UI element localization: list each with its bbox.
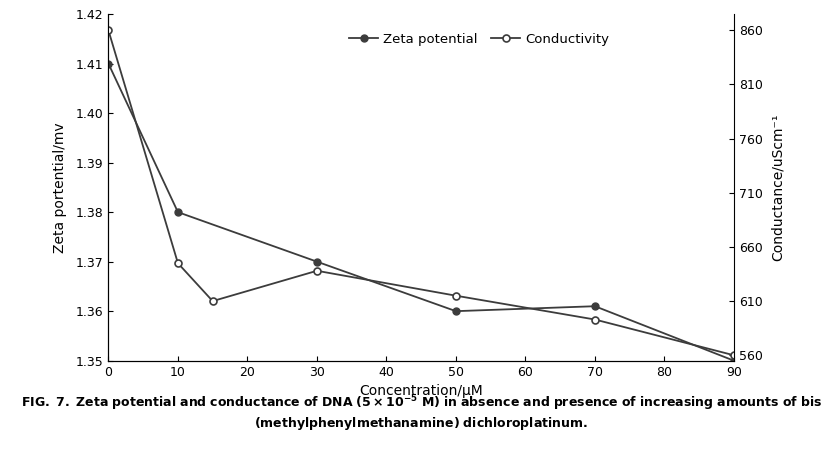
Zeta potential (103, 61, 113, 67)
Conductivity (451, 293, 461, 298)
Conductivity (208, 298, 218, 304)
Zeta potential (173, 209, 183, 215)
Text: $\mathbf{FIG.\ 7.\ Zeta\ potential\ and\ conductance\ of\ DNA\ (5 \times 10^{-5}: $\mathbf{FIG.\ 7.\ Zeta\ potential\ and\… (21, 393, 821, 432)
Conductivity (312, 268, 322, 273)
Zeta potential (451, 308, 461, 314)
Conductivity (103, 28, 113, 33)
X-axis label: Concentration/μM: Concentration/μM (359, 384, 483, 398)
Conductivity (729, 353, 739, 358)
Line: Conductivity: Conductivity (105, 27, 737, 359)
Y-axis label: Zeta portential/mv: Zeta portential/mv (53, 122, 68, 253)
Conductivity (173, 260, 183, 266)
Legend: Zeta potential, Conductivity: Zeta potential, Conductivity (344, 28, 615, 51)
Conductivity (590, 317, 600, 322)
Line: Zeta potential: Zeta potential (105, 60, 737, 364)
Zeta potential (729, 358, 739, 363)
Zeta potential (590, 303, 600, 309)
Zeta potential (312, 259, 322, 265)
Y-axis label: Conductance/uScm⁻¹: Conductance/uScm⁻¹ (771, 113, 785, 261)
